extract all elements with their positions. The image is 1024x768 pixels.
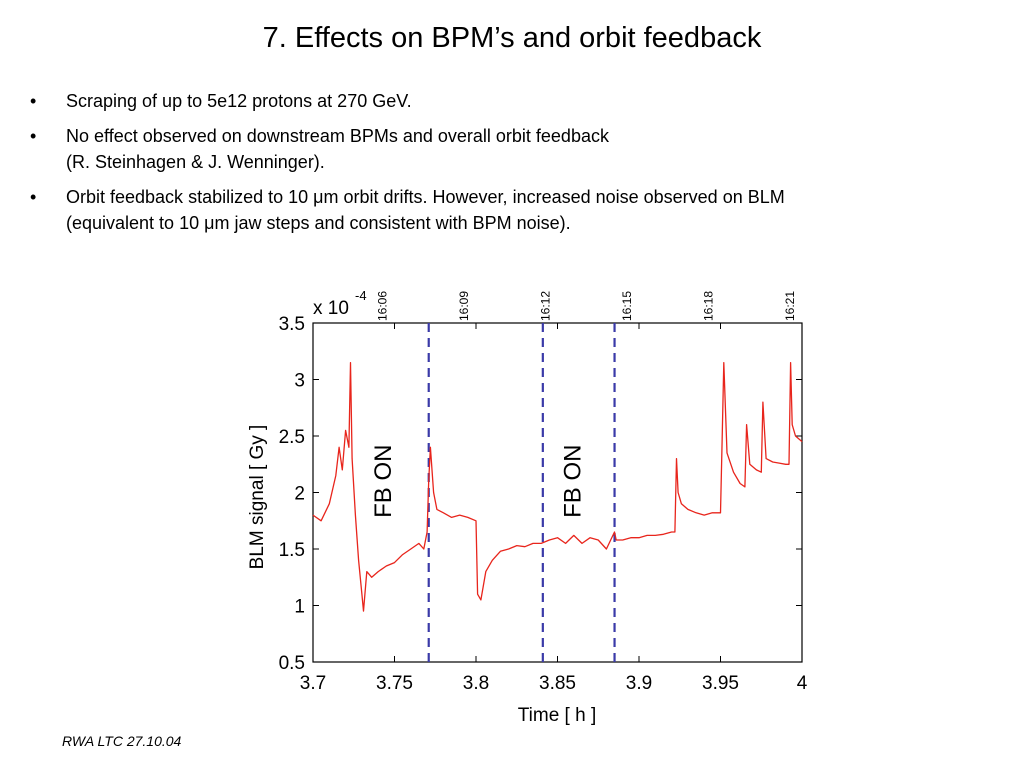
top-time-tick-label: 16:06 — [375, 291, 389, 321]
y-multiplier-exponent: -4 — [355, 288, 367, 303]
top-time-tick-label: 16:21 — [783, 291, 797, 321]
footer-note: RWA LTC 27.10.04 — [62, 733, 182, 749]
bullet-text-line: Orbit feedback stabilized to 10 μm orbit… — [66, 187, 785, 207]
x-tick-label: 3.85 — [539, 673, 576, 694]
bullet-item: • Orbit feedback stabilized to 10 μm orb… — [30, 184, 1000, 236]
bullet-text-line: (R. Steinhagen & J. Wenninger). — [66, 152, 325, 172]
bullet-marker: • — [30, 126, 37, 146]
y-tick-label: 1.5 — [279, 540, 305, 561]
y-tick-label: 1 — [294, 597, 305, 618]
labels-layer: FB ON FB ON — [370, 445, 586, 518]
bullet-item: • No effect observed on downstream BPMs … — [30, 123, 1000, 175]
blm-signal-series-line — [312, 361, 803, 612]
series-layer — [312, 361, 803, 612]
bullet-text-line: Scraping of up to 5e12 protons at 270 Ge… — [66, 91, 412, 111]
y-tick-label: 2.5 — [279, 427, 305, 448]
bullet-list: • Scraping of up to 5e12 protons at 270 … — [30, 88, 1000, 245]
y-multiplier-label: x 10 — [313, 298, 349, 319]
bullet-marker: • — [30, 187, 37, 207]
top-time-tick-label: 16:12 — [538, 291, 552, 321]
ticks-layer: 3.7 3.75 3.8 3.85 3.9 3.95 4 0.5 1 1.5 2 2.5 3 3.5 16:… — [279, 291, 808, 694]
slide-title: 7. Effects on BPM’s and orbit feedback — [262, 22, 762, 54]
x-tick-label: 4 — [797, 673, 808, 694]
x-tick-label: 3.9 — [626, 673, 652, 694]
y-axis-label: BLM signal [ Gy ] — [247, 425, 268, 570]
x-axis-label: Time [ h ] — [518, 705, 596, 726]
top-time-tick-label: 16:15 — [620, 291, 634, 321]
x-tick-label: 3.7 — [300, 673, 326, 694]
x-tick-label: 3.75 — [376, 673, 413, 694]
top-time-tick-label: 16:18 — [701, 291, 715, 321]
y-tick-label: 3 — [294, 371, 305, 392]
bullet-marker: • — [30, 91, 37, 111]
y-tick-label: 2 — [294, 484, 305, 505]
top-time-tick-label: 16:09 — [457, 291, 471, 321]
vlines-layer — [427, 323, 616, 662]
x-tick-label: 3.95 — [702, 673, 739, 694]
x-tick-label: 3.8 — [463, 673, 489, 694]
y-tick-label: 0.5 — [279, 653, 305, 674]
fb-on-annotation: FB ON — [370, 445, 397, 518]
fb-on-annotation: FB ON — [559, 445, 586, 518]
bullet-text-line: No effect observed on downstream BPMs an… — [66, 126, 609, 146]
bullet-text-line: (equivalent to 10 μm jaw steps and consi… — [66, 213, 571, 233]
bullet-item: • Scraping of up to 5e12 protons at 270 … — [30, 88, 1000, 114]
y-tick-label: 3.5 — [279, 314, 305, 335]
